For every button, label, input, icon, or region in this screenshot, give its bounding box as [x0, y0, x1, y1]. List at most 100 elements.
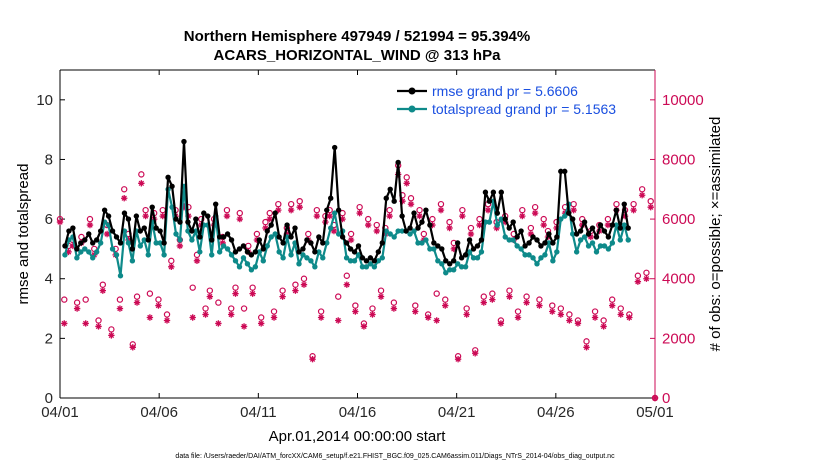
rmse-point [74, 246, 80, 252]
rmse-point [212, 201, 219, 207]
obs-possible-point [604, 215, 612, 223]
obs-assimilated-point [540, 221, 547, 229]
legend-marker-rmse [408, 87, 416, 95]
totalspread-point [530, 255, 536, 261]
y-tick-label-right: 10000 [662, 92, 704, 109]
obs-possible-point [540, 215, 547, 223]
totalspread-point [522, 252, 528, 258]
totalspread-point [86, 249, 92, 255]
obs-possible-point [163, 311, 171, 318]
obs-assimilated-point [472, 350, 479, 357]
rmse-point [209, 237, 215, 243]
totalspread-point [585, 243, 592, 249]
totalspread-point [220, 243, 227, 249]
obs-assimilated-point [257, 320, 265, 327]
obs-possible-point [647, 197, 654, 205]
obs-assimilated-point [390, 305, 398, 312]
rmse-point [538, 243, 544, 249]
rmse-point [292, 225, 298, 231]
rmse-point [542, 240, 548, 246]
obs-assimilated-point [202, 311, 209, 318]
obs-assimilated-point [531, 209, 539, 217]
obs-assimilated-point [608, 302, 616, 309]
rmse-point [153, 225, 159, 231]
totalspread-point [209, 252, 215, 258]
rmse-point [205, 213, 211, 219]
plot-background [60, 70, 655, 398]
totalspread-point [153, 240, 159, 246]
totalspread-point [518, 246, 524, 252]
obs-assimilated-point [215, 320, 222, 327]
rmse-point [478, 237, 485, 243]
obs-assimilated-point [189, 314, 196, 321]
rmse-point [109, 228, 116, 234]
obs-possible-point [442, 296, 449, 303]
obs-possible-point [608, 296, 616, 303]
obs-possible-point [335, 293, 342, 300]
rmse-point [371, 258, 378, 264]
totalspread-point [324, 240, 330, 246]
obs-possible-point [232, 284, 239, 291]
obs-assimilated-point [621, 212, 629, 220]
totalspread-point [419, 240, 425, 246]
obs-possible-point [300, 275, 308, 282]
rmse-point [411, 210, 417, 216]
totalspread-point [415, 240, 421, 246]
obs-assimilated-point [146, 314, 154, 321]
obs-assimilated-point [82, 320, 89, 327]
obs-assimilated-point [416, 212, 423, 220]
obs-assimilated-point [506, 293, 513, 300]
obs-possible-point [347, 230, 355, 238]
obs-possible-point [583, 338, 590, 345]
y-tick-label-left: 10 [36, 92, 53, 109]
obs-assimilated-point [168, 263, 175, 270]
chart-title-line1: Northern Hemisphere 497949 / 521994 = 95… [184, 28, 530, 45]
rmse-point [510, 219, 516, 225]
rmse-point [300, 246, 306, 252]
obs-assimilated-point [193, 257, 201, 265]
obs-assimilated-point [56, 218, 64, 226]
totalspread-point [157, 240, 163, 246]
obs-possible-point [591, 308, 599, 315]
obs-assimilated-point [549, 308, 556, 315]
rmse-point [141, 225, 147, 231]
obs-assimilated-point [249, 290, 256, 297]
obs-assimilated-point [647, 203, 654, 211]
obs-possible-point [489, 290, 496, 297]
obs-possible-point [189, 284, 196, 291]
rmse-point [605, 234, 612, 240]
obs-assimilated-point [523, 299, 530, 306]
totalspread-point [427, 246, 433, 252]
obs-possible-point [138, 171, 145, 178]
obs-assimilated-point [399, 198, 406, 205]
rmse-point [335, 207, 342, 213]
obs-possible-point [549, 302, 556, 309]
totalspread-point [609, 240, 616, 246]
totalspread-point [320, 255, 326, 261]
obs-possible-point [634, 272, 642, 279]
y-axis-label-right: # of obs: o=possible; ×=assimilated [707, 117, 724, 352]
obs-possible-point [476, 215, 483, 223]
rmse-point [316, 234, 322, 240]
rmse-point [617, 225, 623, 231]
rmse-point [189, 228, 195, 234]
rmse-point [145, 237, 151, 243]
obs-assimilated-point [347, 236, 355, 244]
totalspread-point [498, 216, 504, 222]
rmse-point [601, 228, 608, 234]
totalspread-point [423, 237, 429, 243]
totalspread-point [399, 228, 405, 234]
rmse-point [454, 240, 461, 246]
totalspread-point [435, 258, 441, 264]
totalspread-point [577, 237, 584, 243]
rmse-point [264, 228, 270, 234]
rmse-point [399, 213, 405, 219]
y-axis-label-left: rmse and totalspread [15, 164, 32, 305]
totalspread-point [177, 237, 183, 243]
totalspread-point [443, 270, 449, 276]
obs-possible-point [202, 305, 209, 312]
totalspread-point [391, 234, 397, 240]
rmse-point [581, 219, 588, 225]
rmse-point [324, 207, 330, 213]
rmse-point [236, 246, 243, 252]
